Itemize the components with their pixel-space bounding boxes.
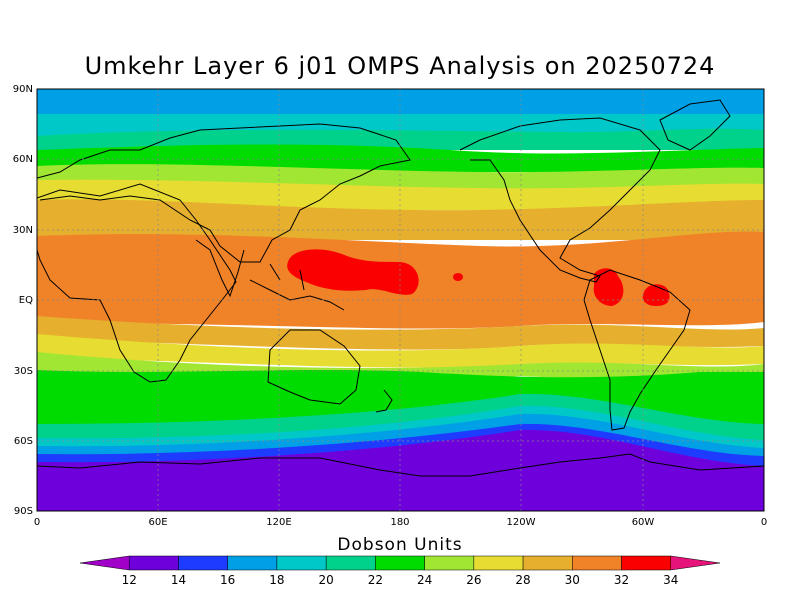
lat-label-90s: 90S xyxy=(14,506,33,517)
max-atlantic-coast xyxy=(642,284,670,306)
max-pacific xyxy=(287,249,419,295)
colorbar-swatch xyxy=(128,555,179,571)
gridlines xyxy=(37,89,764,511)
colorbar-swatch xyxy=(522,555,573,571)
lon-label-60e: 60E xyxy=(148,517,167,528)
coast-north-america xyxy=(459,117,661,283)
lon-label-0-right: 0 xyxy=(761,517,767,528)
colorbar-tick-label: 34 xyxy=(663,573,678,587)
colorbar-tick-label: 14 xyxy=(171,573,186,587)
colorbar-arrow-low xyxy=(79,555,130,571)
lon-label-120e: 120E xyxy=(266,517,291,528)
max-south-america xyxy=(593,268,624,306)
coast-africa xyxy=(37,183,237,383)
colorbar-tick-label: 12 xyxy=(122,573,137,587)
lon-label-120w: 120W xyxy=(507,517,536,528)
colorbar-arrow-high xyxy=(670,555,721,571)
coast-antarctica xyxy=(37,453,764,477)
colorbar-label: Dobson Units xyxy=(337,535,463,555)
coast-india xyxy=(195,239,245,298)
colorbar-swatch xyxy=(621,555,672,571)
band-22-24-north xyxy=(37,128,764,150)
coast-south-america xyxy=(583,269,691,431)
coastlines xyxy=(37,99,764,477)
ozone-field xyxy=(37,89,764,511)
colorbar-tick-label: 26 xyxy=(466,573,481,587)
coast-new-zealand xyxy=(375,389,393,413)
band-16-18-south xyxy=(37,413,764,462)
colorbar-swatch xyxy=(473,555,524,571)
max-pacific-small xyxy=(453,273,463,281)
coast-australia xyxy=(267,329,361,405)
band-24-26-north xyxy=(37,144,764,172)
coast-maritime xyxy=(249,263,345,311)
map-frame xyxy=(36,88,765,512)
colorbar-tick-label: 20 xyxy=(319,573,334,587)
lat-label-30n: 30N xyxy=(13,225,33,236)
colorbar-swatch xyxy=(178,555,228,571)
coast-greenland xyxy=(659,99,731,151)
band-28-30-south xyxy=(37,316,764,350)
lon-label-0-left: 0 xyxy=(34,517,40,528)
lat-label-60n: 60N xyxy=(13,154,33,165)
band-28-30-north xyxy=(37,179,764,210)
lon-label-180: 180 xyxy=(390,517,409,528)
lat-label-30s: 30S xyxy=(14,366,33,377)
lat-label-60s: 60S xyxy=(14,436,33,447)
colorbar-tick-label: 24 xyxy=(417,573,432,587)
lon-labels: 0 60E 120E 180 120W 60W 0 xyxy=(34,517,767,528)
colorbar-swatch xyxy=(375,555,425,571)
colorbar-tick-label: 16 xyxy=(220,573,235,587)
band-12-14-south xyxy=(37,429,764,511)
lat-labels: 90N 60N 30N EQ 30S 60S 90S xyxy=(13,84,33,517)
colorbar-tick-label: 30 xyxy=(565,573,580,587)
band-26-28-south xyxy=(37,334,764,368)
band-20-22-south xyxy=(37,393,764,446)
colorbar-swatch xyxy=(424,555,475,571)
lon-label-60w: 60W xyxy=(632,517,655,528)
map-title: Umkehr Layer 6 j01 OMPS Analysis on 2025… xyxy=(84,52,716,80)
colorbar: 12 14 16 18 20 22 24 26 28 30 32 34 xyxy=(79,555,721,587)
colorbar-tick-label: 18 xyxy=(269,573,284,587)
lat-label-90n: 90N xyxy=(13,84,33,95)
lat-label-eq: EQ xyxy=(19,295,33,306)
colorbar-tick-label: 22 xyxy=(368,573,383,587)
colorbar-tick-label: 28 xyxy=(515,573,530,587)
band-22-24-south xyxy=(37,370,764,430)
colorbar-swatch xyxy=(325,555,376,571)
colorbar-swatch xyxy=(572,555,622,571)
coast-europe-asia xyxy=(37,123,411,263)
colorbar-tick-label: 32 xyxy=(614,573,629,587)
colorbar-swatch xyxy=(227,555,278,571)
colorbar-swatch xyxy=(276,555,327,571)
